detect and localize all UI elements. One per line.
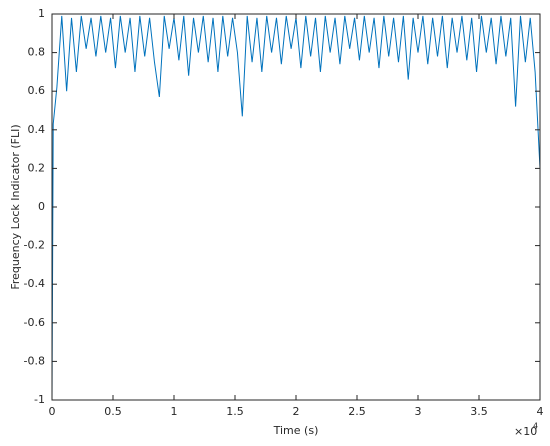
y-tick-label: -1 [34, 393, 45, 406]
data-line [51, 15, 541, 401]
y-tick-label: -0.6 [24, 316, 45, 329]
x-tick-label: 3 [415, 405, 422, 418]
y-axis-label: Frequency Lock Indicator (FLI) [9, 124, 22, 289]
x-axis-label: Time (s) [273, 424, 319, 437]
x-tick-label: 0.5 [104, 405, 122, 418]
x-tick-label: 1.5 [226, 405, 244, 418]
y-tick-label: 0.4 [28, 123, 46, 136]
y-tick-label: 0.8 [28, 46, 46, 59]
x-tick-label: 0 [49, 405, 56, 418]
x-multiplier: ×10 [514, 425, 537, 438]
y-tick-label: -0.8 [24, 354, 45, 367]
x-tick-label: 4 [537, 405, 544, 418]
y-tick-label: 1 [38, 7, 45, 20]
y-tick-label: 0 [38, 200, 45, 213]
x-tick-label: 1 [171, 405, 178, 418]
y-tick-label: 0.6 [28, 84, 46, 97]
x-tick-label: 2.5 [348, 405, 366, 418]
y-tick-label: -0.2 [24, 239, 45, 252]
y-tick-label: -0.4 [24, 277, 45, 290]
x-multiplier-exponent: 4 [533, 422, 538, 431]
x-tick-label: 2 [293, 405, 300, 418]
y-tick-label: 0.2 [28, 161, 46, 174]
x-tick-label: 3.5 [470, 405, 488, 418]
